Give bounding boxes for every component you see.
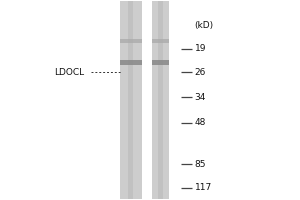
Bar [119,1,142,199]
Bar [152,60,169,65]
Bar [152,1,169,199]
Text: 117: 117 [195,183,212,192]
Text: 34: 34 [195,93,206,102]
Text: (kD): (kD) [195,21,214,30]
Text: 48: 48 [195,118,206,127]
Bar [128,1,133,199]
Text: 26: 26 [195,68,206,77]
Bar [158,1,163,199]
Bar [119,39,142,43]
Text: 19: 19 [195,44,206,53]
Text: 85: 85 [195,160,206,169]
Bar [152,39,169,43]
Text: LDOCL: LDOCL [55,68,85,77]
Bar [119,60,142,65]
